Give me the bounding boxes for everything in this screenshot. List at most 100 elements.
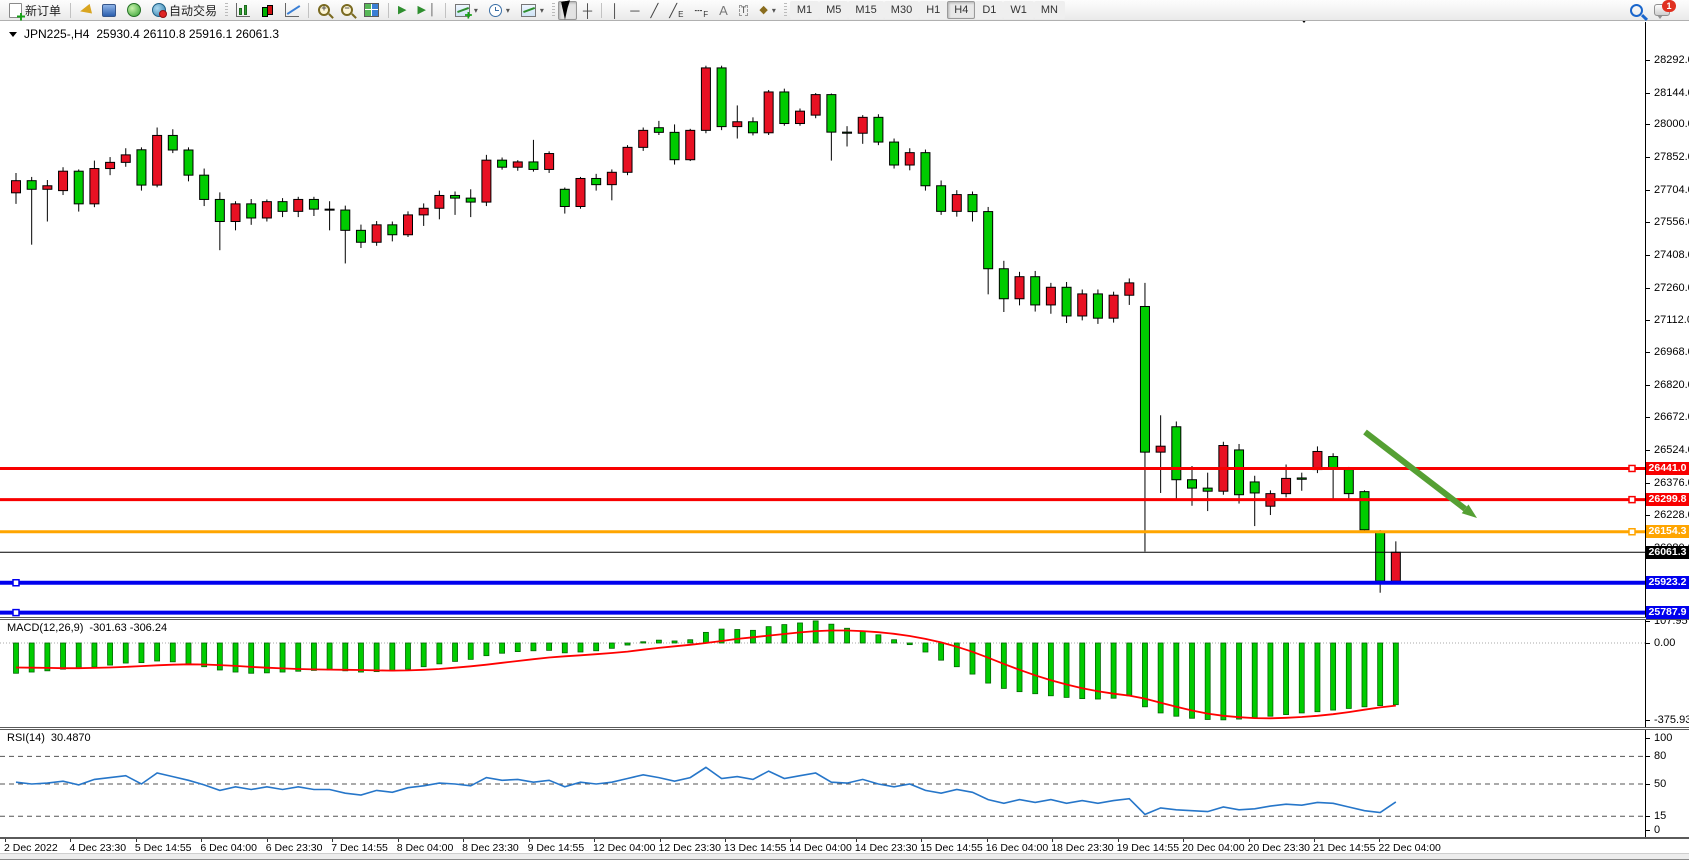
bear-candle bbox=[920, 152, 931, 187]
main-chart-pane[interactable] bbox=[0, 22, 1645, 617]
chart-shift-marker-icon[interactable] bbox=[1300, 18, 1308, 41]
timeframe-button-w1[interactable]: W1 bbox=[1003, 1, 1034, 19]
chat-badge: 1 bbox=[1662, 0, 1676, 12]
timeframe-button-d1[interactable]: D1 bbox=[975, 1, 1004, 19]
chart-title-symbol: JPN225-,H4 bbox=[24, 27, 90, 41]
timeframe-button-h4[interactable]: H4 bbox=[947, 1, 976, 19]
macd-histogram-bar bbox=[546, 642, 553, 651]
vertical-line-tool-button[interactable]: │ bbox=[606, 1, 624, 20]
time-tick-mark bbox=[1052, 839, 1054, 842]
price-tick-mark bbox=[1645, 482, 1650, 484]
bull-candle bbox=[293, 198, 304, 212]
macd-histogram-bar bbox=[1032, 642, 1039, 695]
pane-separator[interactable] bbox=[0, 617, 1689, 620]
macd-histogram-bar bbox=[499, 642, 505, 654]
rsi-tick-mark bbox=[1645, 784, 1650, 785]
bull-candle bbox=[685, 129, 696, 161]
macd-histogram-bar bbox=[263, 642, 270, 674]
rsi-pane[interactable] bbox=[0, 730, 1645, 837]
line-handle[interactable] bbox=[12, 608, 20, 617]
autotrading-button[interactable]: 自动交易 bbox=[147, 1, 222, 20]
tile-windows-button[interactable] bbox=[359, 1, 384, 20]
cursor-icon bbox=[561, 0, 574, 20]
fibonacci-tool-button[interactable]: ┄ F bbox=[689, 1, 713, 20]
text-icon: A bbox=[719, 2, 728, 18]
new-chart-button[interactable]: ▾ bbox=[450, 1, 483, 20]
bear-candle bbox=[842, 131, 853, 134]
toolbar-separator bbox=[70, 2, 72, 18]
arrows-icon: ◆ bbox=[759, 3, 768, 16]
time-tick-label: 14 Dec 23:30 bbox=[854, 842, 918, 854]
line-price-label: 25923.2 bbox=[1646, 576, 1689, 590]
zoom-out-button[interactable]: − bbox=[336, 1, 358, 20]
rsi-name: RSI(14) bbox=[7, 732, 45, 744]
horizontal-line-tool-button[interactable]: ─ bbox=[625, 1, 644, 20]
templates-button[interactable]: ▾ bbox=[516, 1, 549, 20]
virtual-hosting-button[interactable] bbox=[97, 1, 121, 20]
search-button[interactable] bbox=[1625, 1, 1648, 20]
symbol-dropdown-icon[interactable] bbox=[9, 31, 17, 37]
timeframe-button-m15[interactable]: M15 bbox=[848, 1, 884, 19]
macd-histogram-bar bbox=[922, 642, 929, 653]
auto-scroll-icon: ▶ bbox=[398, 3, 407, 16]
macd-histogram-bar bbox=[1157, 642, 1164, 714]
text-label-tool-button[interactable]: T bbox=[734, 1, 754, 20]
bull-candle bbox=[230, 203, 241, 223]
rsi-tick-label: 15 bbox=[1654, 810, 1667, 823]
timeframe-button-m5[interactable]: M5 bbox=[819, 1, 849, 19]
bar-chart-button[interactable] bbox=[231, 1, 255, 20]
crosshair-tool-button[interactable]: ┼ bbox=[578, 1, 597, 20]
arrows-tool-button[interactable]: ◆ ▾ bbox=[754, 1, 780, 20]
macd-tick-label: -375.93 bbox=[1654, 713, 1689, 726]
line-handle[interactable] bbox=[12, 578, 20, 587]
line-chart-button[interactable] bbox=[280, 1, 304, 20]
pane-separator[interactable] bbox=[0, 727, 1689, 730]
timeframe-button-m30[interactable]: M30 bbox=[883, 1, 920, 19]
price-tick-mark bbox=[1645, 255, 1650, 257]
macd-name: MACD(12,26,9) bbox=[7, 622, 84, 634]
periods-button[interactable]: ▾ bbox=[484, 1, 515, 20]
time-tick-mark bbox=[528, 839, 530, 842]
macd-histogram-bar bbox=[844, 627, 850, 644]
macd-histogram-bar bbox=[561, 642, 568, 654]
new-order-button[interactable]: 新订单 bbox=[4, 1, 66, 20]
bear-candle bbox=[1139, 305, 1150, 453]
megaphone-button[interactable] bbox=[75, 1, 96, 20]
line-handle[interactable] bbox=[1628, 527, 1636, 536]
macd-histogram-bar bbox=[279, 642, 286, 673]
bear-candle bbox=[277, 201, 288, 212]
auto-scroll-button[interactable]: ▶ bbox=[393, 1, 411, 20]
chat-button[interactable]: 1 bbox=[1649, 0, 1676, 20]
channel-tool-button[interactable]: ╱ E bbox=[664, 1, 688, 20]
timeframe-button-h1[interactable]: H1 bbox=[919, 1, 948, 19]
bear-candle bbox=[967, 194, 978, 213]
candlestick-chart-button[interactable] bbox=[256, 1, 279, 20]
timeframe-button-mn[interactable]: MN bbox=[1033, 1, 1065, 19]
time-tick-mark bbox=[397, 839, 399, 842]
timeframe-button-m1[interactable]: M1 bbox=[789, 1, 820, 19]
chart-shift-button[interactable]: ▶ │ bbox=[413, 1, 441, 20]
bear-candle bbox=[1375, 531, 1386, 582]
macd-histogram-bar bbox=[655, 639, 662, 644]
macd-histogram-bar bbox=[138, 642, 145, 664]
macd-histogram-bar bbox=[13, 642, 19, 674]
macd-histogram-bar bbox=[452, 642, 458, 662]
bull-candle bbox=[58, 170, 69, 192]
zoom-in-button[interactable]: + bbox=[313, 1, 335, 20]
bull-candle bbox=[11, 180, 21, 194]
rsi-tick-label: 50 bbox=[1654, 778, 1667, 790]
trendline-tool-button[interactable]: ╱ bbox=[645, 1, 663, 20]
macd-histogram-bar bbox=[1345, 642, 1352, 709]
line-handle[interactable] bbox=[1628, 464, 1636, 473]
bull-candle bbox=[606, 171, 617, 186]
macd-histogram-bar bbox=[891, 639, 897, 644]
rsi-tick-label: 80 bbox=[1654, 750, 1667, 763]
signals-button[interactable] bbox=[122, 1, 146, 20]
text-tool-button[interactable]: A bbox=[714, 1, 733, 20]
macd-histogram-bar bbox=[216, 642, 223, 671]
cursor-tool-button[interactable] bbox=[557, 0, 577, 20]
trend-arrow-object[interactable] bbox=[1363, 429, 1467, 512]
line-handle[interactable] bbox=[1628, 495, 1636, 504]
price-tick-mark bbox=[1645, 222, 1650, 224]
macd-pane[interactable] bbox=[0, 620, 1645, 727]
